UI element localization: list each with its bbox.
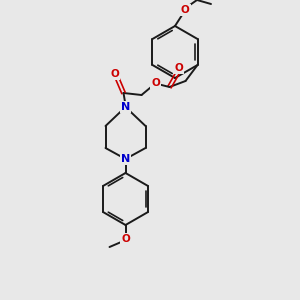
- Text: O: O: [121, 234, 130, 244]
- Text: O: O: [181, 5, 189, 15]
- Text: N: N: [121, 102, 130, 112]
- Text: O: O: [151, 78, 160, 88]
- Text: O: O: [110, 69, 119, 79]
- Text: N: N: [121, 154, 130, 164]
- Text: O: O: [174, 63, 183, 73]
